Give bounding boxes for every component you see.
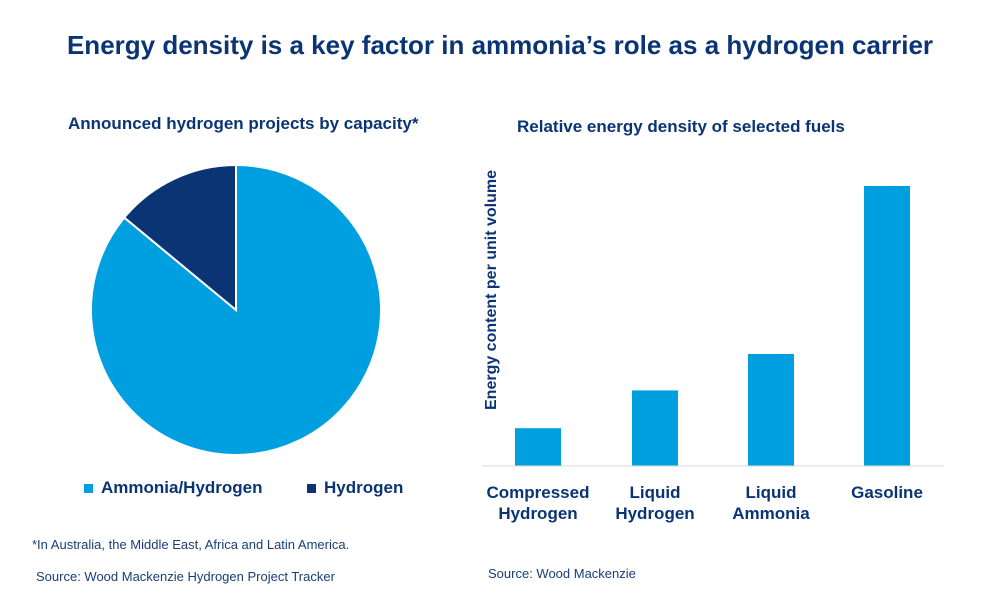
legend-swatch-ammonia-hydrogen [84,483,93,493]
bar-category-label-liquid-ammonia: Liquid Ammonia [706,482,836,524]
bar-chart-title: Relative energy density of selected fuel… [517,117,845,136]
legend-swatch-hydrogen [307,483,316,493]
bar-category-label-compressed-hydrogen: Compressed Hydrogen [473,482,603,524]
bar-chart-y-axis-label: Energy content per unit volume [483,169,500,410]
legend-label-hydrogen: Hydrogen [324,478,404,497]
bar-gasoline [864,186,910,466]
bar-liquid-hydrogen [632,390,678,466]
legend-label-ammonia-hydrogen: Ammonia/Hydrogen [101,478,263,497]
category-line: Gasoline [851,483,923,502]
category-line: Hydrogen [498,504,578,523]
page-title: Energy density is a key factor in ammoni… [66,30,934,60]
bar-source-note: Source: Wood Mackenzie [488,566,636,581]
legend-item-hydrogen: Hydrogen [307,478,403,498]
bar-category-label-gasoline: Gasoline [822,482,952,503]
bar-compressed-hydrogen [515,428,561,466]
category-line: Liquid [745,483,797,502]
pie-chart-title: Announced hydrogen projects by capacity* [68,114,419,133]
category-line: Hydrogen [615,504,695,523]
bar-category-label-liquid-hydrogen: Liquid Hydrogen [590,482,720,524]
bar-chart [515,186,910,466]
category-line: Ammonia [732,504,810,523]
pie-source-note: Source: Wood Mackenzie Hydrogen Project … [36,569,335,584]
category-line: Compressed [486,483,590,502]
category-line: Liquid [629,483,681,502]
pie-footnote: *In Australia, the Middle East, Africa a… [32,537,350,552]
bar-liquid-ammonia [748,354,794,466]
legend-item-ammonia-hydrogen: Ammonia/Hydrogen [84,478,263,498]
pie-slice-hydrogen [122,163,237,313]
pie-chart [90,163,382,456]
